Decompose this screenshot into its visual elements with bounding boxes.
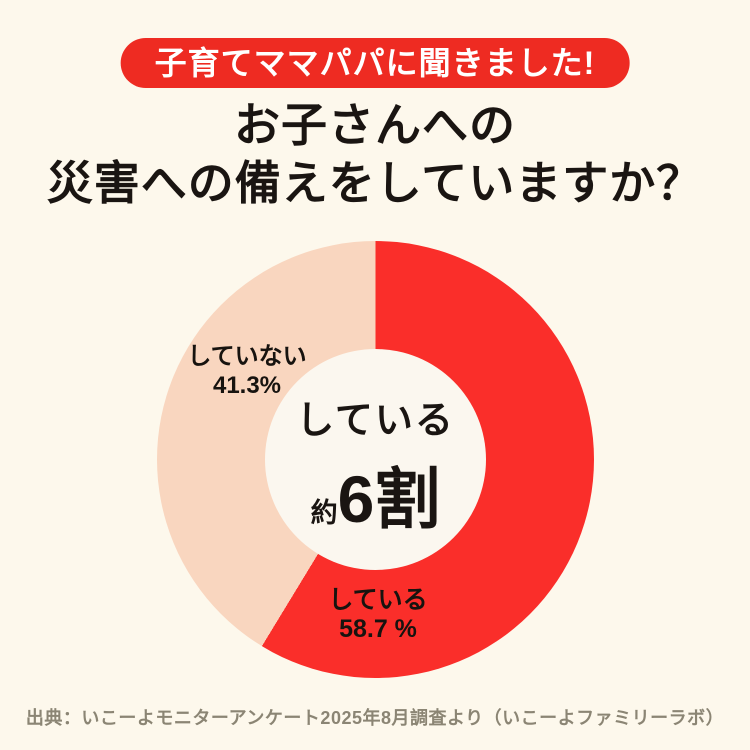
donut-chart: していない 41.3% している 約 6割 している 58.7 % [157,241,594,678]
center-label-big-value: 6割 [337,462,441,536]
page-title-line2: 災害への備えをしていますか？ [46,157,704,209]
slice-label-not-prepared-name: していない [187,343,307,370]
page-title: お子さんへの 災害への備えをしていますか？ [0,96,750,212]
donut-hole [265,349,486,570]
source-note: 出典：いこーよモニターアンケート2025年8月調査より（いこーよファミリーラボ） [25,708,725,728]
page-title-line1: お子さんへの [234,99,516,151]
center-label-value: 約 6割 [311,446,441,542]
slice-label-prepared-value: 58.7 % [339,615,417,643]
donut-center-label: している 約 6割 [265,349,486,570]
slice-label-prepared: している 58.7 % [273,586,483,644]
center-label-text: している [296,400,455,442]
slice-label-prepared-name: している [328,586,428,614]
slice-label-not-prepared: していない 41.3% [172,342,322,400]
slice-label-not-prepared-value: 41.3% [212,372,282,399]
header-badge: 子育てママパパに聞きました! [120,38,630,88]
center-label-prefix: 約 [310,498,338,528]
